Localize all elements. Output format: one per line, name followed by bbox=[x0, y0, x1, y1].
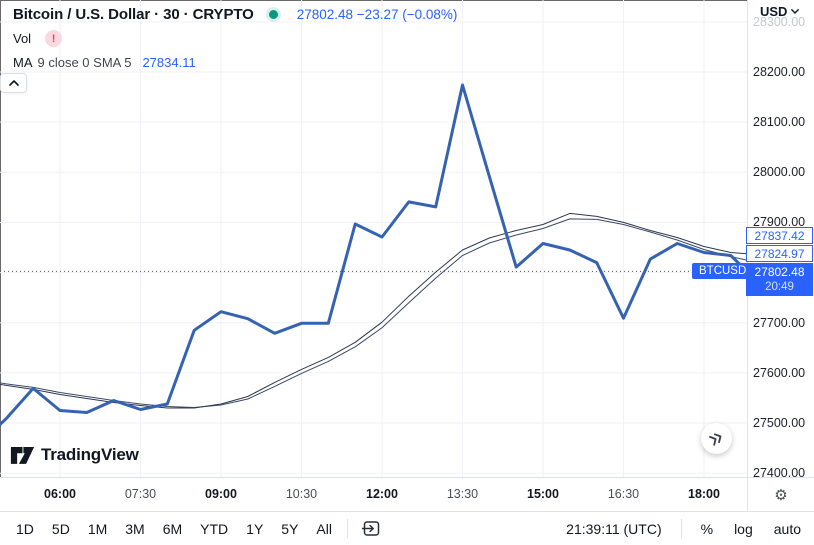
time-axis[interactable]: 06:00 07:30 09:00 10:30 12:00 13:30 15:00 16:30… bbox=[0, 477, 747, 511]
price-chart-plot[interactable] bbox=[0, 0, 747, 477]
smoothing-value-axis-label: 27824.97 bbox=[746, 245, 813, 263]
symbol-legend-row: Bitcoin / U.S. Dollar · 30 · CRYPTO 2780… bbox=[13, 6, 457, 23]
volume-label[interactable]: Vol bbox=[13, 31, 32, 46]
range-button-1m[interactable]: 1M bbox=[87, 520, 108, 537]
date-range-buttons: 1D 5D 1M 3M 6M YTD 1Y 5Y All bbox=[0, 518, 341, 540]
time-tick-label: 09:00 bbox=[204, 487, 237, 501]
quote-text: 27802.48 −23.27 (−0.08%) bbox=[297, 7, 458, 22]
time-tick-label: 15:00 bbox=[526, 487, 559, 501]
symbol-price-badge: BTCUSD bbox=[692, 263, 754, 280]
time-tick-label: 06:00 bbox=[44, 487, 76, 501]
ma-indicator-params: 9 close 0 SMA 5 bbox=[37, 55, 132, 70]
range-button-3m[interactable]: 3M bbox=[125, 520, 145, 537]
time-tick-label: 13:30 bbox=[446, 487, 479, 501]
toolbar-divider bbox=[346, 519, 348, 538]
market-open-dot-icon[interactable] bbox=[268, 10, 278, 19]
time-tick-label: 10:30 bbox=[285, 487, 318, 501]
price-tick-label: 27500.00 bbox=[753, 416, 806, 431]
auto-scale-button[interactable]: auto bbox=[773, 520, 801, 537]
log-scale-button[interactable]: log bbox=[734, 520, 753, 537]
range-button-all[interactable]: All bbox=[316, 520, 332, 537]
price-tick-label: 27400.00 bbox=[753, 466, 806, 481]
currency-label: USD bbox=[760, 4, 788, 19]
bar-countdown: 20:49 bbox=[765, 280, 794, 293]
range-button-5d[interactable]: 5D bbox=[51, 520, 70, 537]
ma-indicator-name[interactable]: MA bbox=[13, 55, 33, 70]
brand-text: TradingView bbox=[41, 445, 139, 464]
symbol-title[interactable]: Bitcoin / U.S. Dollar · 30 · CRYPTO bbox=[13, 6, 254, 23]
gear-icon[interactable]: ⚙ bbox=[774, 485, 788, 504]
time-tick-label: 12:00 bbox=[365, 487, 398, 501]
price-tick-label: 27900.00 bbox=[753, 215, 806, 230]
go-to-date-button[interactable] bbox=[354, 520, 389, 537]
ma-value-axis-label: 27837.42 bbox=[746, 227, 813, 245]
price-tick-label: 28300.00 bbox=[753, 14, 806, 29]
collapse-legend-button[interactable] bbox=[0, 73, 27, 93]
range-button-ytd[interactable]: YTD bbox=[200, 520, 229, 537]
chevron-up-icon bbox=[8, 80, 19, 86]
quote-price: 27802.48 bbox=[296, 7, 354, 22]
series-SMA 5 smoothing bbox=[0, 218, 747, 408]
range-button-1y[interactable]: 1Y bbox=[246, 520, 264, 537]
price-tick-label: 28200.00 bbox=[753, 65, 806, 79]
calendar-goto-icon bbox=[361, 521, 380, 536]
range-button-1d[interactable]: 1D bbox=[16, 520, 34, 537]
ma-indicator-value: 27834.11 bbox=[142, 55, 196, 70]
bottom-toolbar: 1D 5D 1M 3M 6M YTD 1Y 5Y All 21:39:11 (UTC) % lo… bbox=[0, 511, 814, 545]
tradingview-logo-icon bbox=[10, 446, 35, 464]
toolbar-divider bbox=[680, 519, 682, 538]
go-to-realtime-button[interactable] bbox=[701, 423, 732, 454]
percent-scale-button[interactable]: % bbox=[700, 520, 714, 537]
price-tick-label: 27600.00 bbox=[753, 365, 806, 380]
toolbar-right-group: 21:39:11 (UTC) % log auto bbox=[566, 519, 814, 538]
ma-legend-row: MA 9 close 0 SMA 5 27834.11 bbox=[13, 55, 457, 70]
double-chevron-right-icon bbox=[709, 433, 722, 446]
clock[interactable]: 21:39:11 (UTC) bbox=[566, 520, 662, 537]
time-tick-label: 16:30 bbox=[607, 487, 640, 501]
price-tick-label: 27700.00 bbox=[753, 315, 806, 330]
chart-legend: Bitcoin / U.S. Dollar · 30 · CRYPTO 2780… bbox=[13, 6, 457, 70]
quote-change: −23.27 (−0.08%) bbox=[356, 7, 458, 22]
series-BTCUSD close bbox=[0, 83, 747, 427]
last-price-axis-label: 27802.48 20:49 bbox=[746, 263, 813, 297]
price-tick-label: 28100.00 bbox=[753, 115, 806, 130]
time-tick-label: 07:30 bbox=[124, 487, 157, 501]
series-MA 9 bbox=[0, 212, 747, 409]
time-tick-label: 18:00 bbox=[687, 487, 720, 501]
range-button-5y[interactable]: 5Y bbox=[281, 520, 299, 537]
currency-dropdown-button[interactable]: USD bbox=[760, 4, 800, 19]
axis-settings-cell: ⚙ bbox=[748, 477, 814, 511]
tradingview-watermark[interactable]: TradingView bbox=[10, 444, 139, 466]
price-axis[interactable]: USD 27837.42 27824.97 27802.48 20:49 283… bbox=[746, 0, 814, 511]
range-button-6m[interactable]: 6M bbox=[162, 520, 183, 537]
price-tick-label: 28000.00 bbox=[753, 165, 806, 180]
chevron-down-icon bbox=[791, 9, 800, 14]
volume-legend-row: Vol ! bbox=[13, 30, 457, 47]
volume-warning-icon[interactable]: ! bbox=[45, 30, 63, 47]
last-price-value: 27802.48 bbox=[754, 264, 805, 279]
